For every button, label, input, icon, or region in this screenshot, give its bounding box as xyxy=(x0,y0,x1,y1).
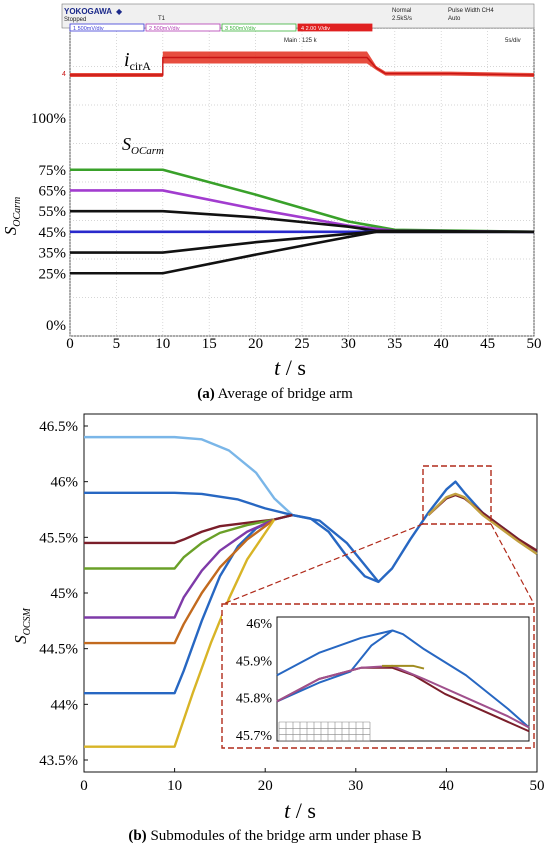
inset-series-5 xyxy=(382,664,425,670)
inset-grid-patch xyxy=(278,721,371,742)
y-axis-ticks-a: 0% 25% 35% 45% 55% 65% 75% 100% xyxy=(31,111,66,334)
y-axis-ticks-b: 43.5% 44% 44.5% 45% 45.5% 46% 46.5% xyxy=(39,419,88,769)
zoom-connector-right xyxy=(490,523,535,605)
x-tick-a: 20 xyxy=(248,336,263,352)
x-tick-b: 30 xyxy=(348,778,363,794)
scope-channel-3-label: 3 500mV/div xyxy=(225,26,256,32)
icir-label: icirA xyxy=(124,49,151,73)
submodule-series-5 xyxy=(84,518,275,570)
panel-b-chart: 43.5% 44% 44.5% 45% 45.5% 46% 46.5% 0 10 20 30 40 5… xyxy=(11,413,545,823)
soc-submodule-series xyxy=(84,435,538,748)
scope-header: YOKOGAWA ◆ Stopped T1 Normal 2.5kS/s Pul… xyxy=(61,3,535,32)
soc-arm-series-6 xyxy=(70,230,534,275)
scope-channel-4-label: 4 2.00 V/div xyxy=(301,26,330,32)
caption-a: (a) Average of bridge arm xyxy=(197,386,353,402)
x-tick-a: 10 xyxy=(155,336,170,352)
scope-time-div: 5s/div xyxy=(505,38,521,44)
zoom-inset: 45.7% 45.8% 45.9% 46% xyxy=(221,603,535,749)
y-tick-a: 35% xyxy=(39,246,67,262)
scope-channel-2-label: 2 500mV/div xyxy=(149,26,180,32)
x-tick-a: 40 xyxy=(434,336,449,352)
scope-mode: Normal xyxy=(392,8,411,14)
y-tick-b: 45% xyxy=(51,586,79,602)
inset-y-tick: 45.7% xyxy=(236,729,273,744)
submodule-series-1 xyxy=(84,435,294,516)
inset-y-tick: 45.8% xyxy=(236,692,273,707)
y-tick-b: 44% xyxy=(51,697,79,713)
inset-series xyxy=(276,629,530,733)
x-tick-b: 50 xyxy=(530,778,545,794)
x-tick-a: 50 xyxy=(527,336,542,352)
scope-channel-1-label: 1 500mV/div xyxy=(73,26,104,32)
y-axis-label-b: SOCSM xyxy=(11,607,33,643)
x-axis-ticks-a: 0 5 10 15 20 25 30 35 40 45 50 xyxy=(66,336,541,352)
y-tick-a: 75% xyxy=(39,163,67,179)
y-axis-label-a: SOCarm xyxy=(1,197,23,236)
x-tick-a: 30 xyxy=(341,336,356,352)
soc-arm-series xyxy=(70,168,535,275)
y-tick-a: 100% xyxy=(31,111,66,127)
x-tick-b: 0 xyxy=(80,778,88,794)
y-tick-a: 55% xyxy=(39,204,67,220)
y-tick-b: 46% xyxy=(51,475,79,491)
x-tick-b: 40 xyxy=(439,778,454,794)
x-tick-b: 20 xyxy=(258,778,273,794)
current-trace-line xyxy=(70,56,535,76)
scope-trigger-mode: Auto xyxy=(448,16,461,22)
submodule-series-7 xyxy=(84,518,275,645)
submodule-series-8 xyxy=(84,518,276,748)
x-tick-a: 0 xyxy=(66,336,74,352)
inset-y-tick: 46% xyxy=(246,617,272,632)
circulating-current-trace: 4 xyxy=(62,51,535,78)
y-tick-a: 65% xyxy=(39,183,67,199)
y-tick-b: 44.5% xyxy=(39,642,78,658)
x-axis-label-b: t / s xyxy=(284,798,316,823)
inset-series-4 xyxy=(276,664,530,729)
x-tick-a: 45 xyxy=(480,336,495,352)
y-tick-b: 43.5% xyxy=(39,753,78,769)
caption-b: (b) Submodules of the bridge arm under p… xyxy=(128,828,422,844)
scope-grid xyxy=(69,27,535,337)
y-tick-b: 45.5% xyxy=(39,530,78,546)
inset-y-ticks: 45.7% 45.8% 45.9% 46% xyxy=(236,617,273,744)
x-tick-a: 15 xyxy=(202,336,217,352)
inset-y-tick: 45.9% xyxy=(236,654,273,669)
submodule-series-10 xyxy=(427,492,538,556)
submodule-series-6 xyxy=(84,518,275,619)
scope-state: Stopped xyxy=(64,17,86,23)
y-tick-a: 45% xyxy=(39,225,67,241)
channel-4-marker: 4 xyxy=(62,71,66,78)
x-tick-a: 25 xyxy=(295,336,310,352)
scope-main-points: Main : 125 k xyxy=(284,38,318,44)
inset-series-1 xyxy=(276,629,530,729)
x-tick-b: 10 xyxy=(167,778,182,794)
x-tick-a: 35 xyxy=(387,336,402,352)
scope-trigger-marker: T1 xyxy=(158,16,166,22)
x-axis-ticks-b: 0 10 20 30 40 50 xyxy=(80,768,545,794)
y-tick-b: 46.5% xyxy=(39,419,78,435)
scope-brand-diamond-icon: ◆ xyxy=(116,7,123,16)
x-tick-a: 5 xyxy=(113,336,121,352)
panel-a-chart: YOKOGAWA ◆ Stopped T1 Normal 2.5kS/s Pul… xyxy=(1,3,542,380)
scope-trigger-type: Pulse Width CH4 xyxy=(448,8,494,14)
scope-brand: YOKOGAWA xyxy=(64,7,112,16)
scope-channel-bar: 1 500mV/div 2 500mV/div 3 500mV/div 4 2.00 … xyxy=(69,23,373,32)
soc-arm-label: SOCarm xyxy=(122,134,164,157)
y-tick-a: 25% xyxy=(39,266,67,282)
y-tick-a: 0% xyxy=(46,318,66,334)
x-axis-label-a: t / s xyxy=(274,355,306,380)
scope-rate: 2.5kS/s xyxy=(392,16,412,22)
inset-plot-frame xyxy=(276,616,530,742)
